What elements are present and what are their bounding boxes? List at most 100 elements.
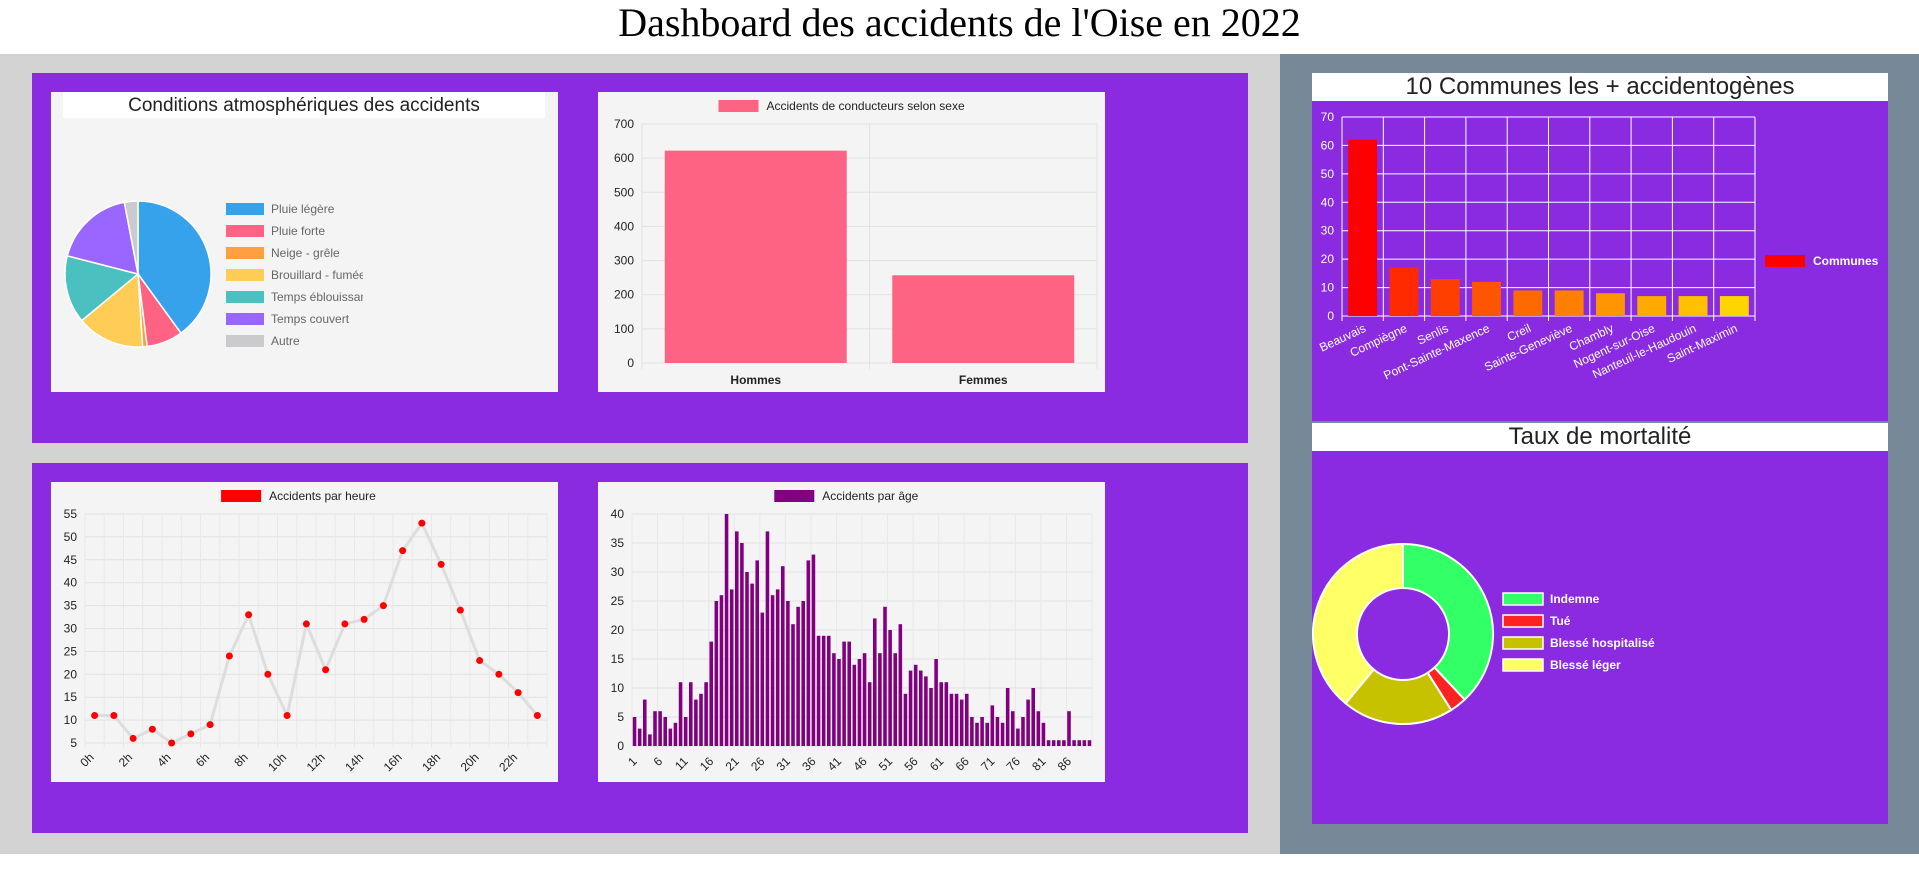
- bar-age-86: [1067, 711, 1071, 746]
- bar-age-43: [847, 641, 852, 746]
- x-tick-label-22h: 22h: [496, 750, 520, 774]
- bar-age-15: [704, 682, 708, 746]
- legend-label-autre: Autre: [271, 334, 300, 348]
- hour-line-card: 5 10 15 20 25 30 35 40 45 50 55 0h 2h 4h 6h 8h 10h 12h 14h…: [51, 482, 558, 782]
- bar-age-68: [975, 722, 979, 746]
- y-tick-label: 10: [64, 713, 78, 727]
- data-point-19h: [456, 606, 464, 614]
- data-point-6h: [206, 721, 214, 729]
- bar-age-23: [745, 572, 749, 746]
- y-tick-label: 300: [614, 254, 634, 268]
- legend-swatch-indemne: [1502, 592, 1544, 606]
- bar-age-53: [898, 624, 903, 746]
- data-point-4h: [168, 739, 176, 747]
- y-tick-label: 30: [611, 565, 625, 579]
- legend-swatch-neige-grele: [226, 247, 264, 259]
- bar-age-44: [852, 664, 857, 746]
- x-tick-label-2h: 2h: [116, 750, 135, 769]
- y-tick-label: 20: [64, 667, 78, 681]
- x-tick-label-6: 6: [651, 754, 666, 769]
- bar-creil: [1513, 290, 1543, 316]
- bar-age-28: [770, 595, 775, 746]
- y-tick-label: 50: [64, 530, 78, 544]
- data-point-9h: [264, 670, 272, 678]
- bar-age-67: [970, 717, 974, 746]
- x-tick-label-6h: 6h: [193, 750, 212, 769]
- data-point-2h: [129, 734, 137, 742]
- bar-age-33: [796, 606, 800, 746]
- y-tick-label: 5: [70, 736, 77, 750]
- bar-age-18: [719, 595, 724, 746]
- y-tick-label: 500: [614, 185, 634, 199]
- y-tick-label: 0: [1327, 309, 1334, 323]
- data-point-13h: [341, 620, 349, 628]
- legend-label: Accidents par heure: [269, 489, 376, 503]
- bar-beauvais: [1348, 139, 1378, 316]
- slice-blesse-leger: [1312, 542, 1404, 705]
- bar-age-11: [683, 717, 688, 746]
- bar-age-17: [714, 601, 719, 746]
- x-tick-label-11: 11: [672, 754, 691, 773]
- data-point-0h: [91, 712, 99, 720]
- bar-saint-maximin: [1719, 296, 1749, 316]
- left-dashboard-area: Conditions atmosphériques des accidents P…: [0, 54, 1280, 854]
- bar-age-72: [995, 717, 1000, 746]
- bar-chambly: [1595, 293, 1625, 316]
- x-tick-label-36: 36: [799, 754, 819, 774]
- top-panel: Conditions atmosphériques des accidents P…: [32, 73, 1248, 443]
- hour-line-chart: 5 10 15 20 25 30 35 40 45 50 55 0h 2h 4h 6h 8h 10h 12h 14h…: [64, 489, 548, 774]
- bar-age-26: [760, 612, 765, 746]
- data-point-5h: [187, 730, 195, 738]
- x-tick-label-1: 1: [625, 754, 640, 769]
- x-tick-label-76: 76: [1004, 754, 1024, 774]
- x-tick-label-8h: 8h: [231, 750, 250, 769]
- bar-age-79: [1031, 688, 1036, 746]
- y-tick-label: 0: [627, 356, 634, 370]
- bar-age-80: [1036, 711, 1041, 746]
- y-tick-label: 600: [614, 151, 634, 165]
- legend-label-temps-eblouissant: Temps éblouissant: [271, 290, 371, 304]
- bar-age-85: [1062, 740, 1066, 746]
- bar-age-12: [688, 682, 693, 746]
- y-tick-label: 5: [617, 710, 624, 724]
- bar-age-60: [934, 659, 938, 746]
- bar-sainte-genevieve: [1554, 290, 1584, 316]
- bar-age-50: [883, 606, 887, 746]
- bar-age-14: [699, 693, 703, 746]
- slice-temps-eblouissant: [64, 254, 140, 322]
- bar-age-90: [1087, 740, 1092, 746]
- bar-senlis: [1430, 279, 1460, 316]
- bar-age-81: [1041, 722, 1046, 746]
- bar-age-30: [780, 566, 785, 746]
- bar-age-3: [642, 699, 647, 746]
- x-tick-label-56: 56: [901, 754, 921, 774]
- data-point-16h: [399, 547, 407, 555]
- bar-age-87: [1072, 740, 1076, 746]
- legend-label-brouillard-fumee: Brouillard - fumée: [271, 268, 366, 282]
- bar-age-7: [663, 717, 668, 746]
- bar-pont-sainte-maxence: [1472, 281, 1502, 316]
- slice-pluie-legere: [137, 200, 212, 335]
- y-tick-label: 700: [614, 117, 634, 131]
- legend-label-indemne: Indemne: [1550, 592, 1600, 606]
- bar-age-21: [734, 531, 739, 746]
- age-bar-card: 0 5 10 15 20 25 30 35 40 1 6 11 16 21 26 31 36 41 46 51 56 61…: [598, 482, 1105, 782]
- weather-pie-card: Conditions atmosphériques des accidents P…: [51, 92, 558, 392]
- data-point-12h: [322, 666, 330, 674]
- bar-age-46: [862, 653, 867, 746]
- x-tick-label-femmes: Femmes: [959, 373, 1008, 387]
- bar-age-16: [709, 641, 714, 746]
- y-tick-label: 25: [64, 644, 78, 658]
- bar-age-56: [913, 664, 918, 746]
- bar-age-61: [939, 682, 944, 746]
- bar-age-20: [729, 589, 734, 746]
- y-tick-label: 30: [64, 622, 78, 636]
- weather-pie-chart: Conditions atmosphériques des accidents P…: [63, 92, 545, 348]
- bar-age-49: [878, 653, 882, 746]
- bar-age-36: [811, 554, 816, 746]
- data-point-18h: [437, 560, 445, 568]
- legend-swatch-tue: [1502, 614, 1544, 628]
- data-point-11h: [302, 620, 310, 628]
- legend-swatch: [718, 100, 759, 112]
- bar-age-42: [842, 641, 846, 746]
